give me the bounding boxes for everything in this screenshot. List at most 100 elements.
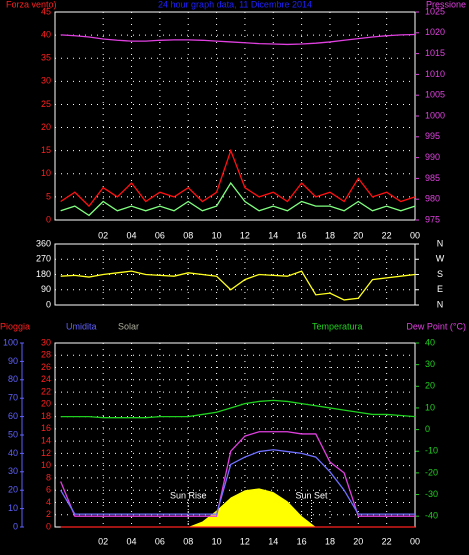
y-tick-label: 45	[41, 6, 51, 16]
y2-tick-label: 20	[425, 381, 435, 391]
y3-tick-label: 20	[8, 485, 18, 495]
y2-tick-label: -10	[425, 446, 438, 456]
y-tick-label: 22	[41, 386, 51, 396]
y2-tick-label: -20	[425, 467, 438, 477]
line	[60, 181, 416, 217]
y-tick-label: 30	[41, 76, 51, 86]
axis-label: Pioggia	[0, 321, 30, 331]
y2-tick-label: 1000	[425, 110, 445, 120]
y2-tick-label: 1005	[425, 90, 445, 100]
y-tick-label: 14	[41, 436, 51, 446]
y-tick-label: 0	[46, 521, 51, 531]
y2-tick-label: -30	[425, 489, 438, 499]
y2-tick-label: 990	[425, 152, 440, 162]
x-tick-label: 08	[183, 230, 193, 240]
y2-tick-label: 1010	[425, 69, 445, 79]
line	[60, 148, 416, 208]
y2-tick-label: N	[437, 238, 444, 248]
annotation: Sun Set	[296, 490, 329, 500]
y3-tick-label: 80	[8, 374, 18, 384]
line	[60, 399, 416, 419]
y2-tick-label: 985	[425, 173, 440, 183]
axis-label: Pressione	[426, 0, 466, 9]
y-tick-label: 28	[41, 350, 51, 360]
line	[60, 449, 415, 515]
axis-label: Temperatura	[312, 321, 363, 331]
y-tick-label: 90	[41, 284, 51, 294]
x-tick-label: 00	[410, 230, 420, 240]
line	[60, 33, 416, 46]
x-tick-label: 20	[353, 536, 363, 546]
x-tick-label: 16	[297, 536, 307, 546]
axis-label: Umidita	[66, 321, 97, 331]
y2-tick-label: 1020	[425, 27, 445, 37]
y2-tick-label: -40	[425, 511, 438, 521]
x-tick-label: 12	[240, 230, 250, 240]
y-tick-label: 24	[41, 374, 51, 384]
y3-tick-label: 30	[8, 466, 18, 476]
annotation: Sun Rise	[170, 490, 207, 500]
y2-tick-label: S	[437, 269, 443, 279]
y-tick-label: 0	[46, 299, 51, 309]
y-tick-label: 360	[36, 238, 51, 248]
y3-tick-label: 0	[13, 521, 18, 531]
y2-tick-label: 40	[425, 337, 435, 347]
y-tick-label: 30	[41, 337, 51, 347]
y3-tick-label: 50	[8, 429, 18, 439]
y-tick-label: 270	[36, 254, 51, 264]
y-tick-label: 16	[41, 423, 51, 433]
y-tick-label: 180	[36, 269, 51, 279]
y3-tick-label: 90	[8, 356, 18, 366]
x-tick-label: 18	[325, 536, 335, 546]
x-tick-label: 08	[183, 536, 193, 546]
x-tick-label: 18	[325, 230, 335, 240]
x-tick-label: 12	[240, 536, 250, 546]
x-tick-label: 10	[212, 230, 222, 240]
y-tick-label: 25	[41, 99, 51, 109]
y-tick-label: 18	[41, 411, 51, 421]
y2-tick-label: 975	[425, 214, 440, 224]
y2-tick-label: 30	[425, 359, 435, 369]
x-tick-label: 06	[155, 230, 165, 240]
y-tick-label: 12	[41, 448, 51, 458]
axis-label: Dew Point (°C)	[406, 321, 466, 331]
y-tick-label: 35	[41, 53, 51, 63]
y-tick-label: 40	[41, 29, 51, 39]
x-tick-label: 22	[382, 230, 392, 240]
y2-tick-label: W	[436, 254, 445, 264]
x-tick-label: 06	[155, 536, 165, 546]
y3-tick-label: 70	[8, 393, 18, 403]
y-tick-label: 26	[41, 362, 51, 372]
x-tick-label: 14	[268, 536, 278, 546]
y-tick-label: 8	[46, 472, 51, 482]
y-tick-label: 15	[41, 145, 51, 155]
y-tick-label: 5	[46, 191, 51, 201]
x-tick-label: 04	[127, 536, 137, 546]
x-tick-label: 00	[410, 536, 420, 546]
y2-tick-label: 995	[425, 131, 440, 141]
y-tick-label: 20	[41, 122, 51, 132]
x-tick-label: 04	[127, 230, 137, 240]
y3-tick-label: 100	[3, 337, 18, 347]
y2-tick-label: 1025	[425, 6, 445, 16]
x-tick-label: 02	[98, 536, 108, 546]
axis-label: Solar	[118, 321, 139, 331]
y-tick-label: 4	[46, 497, 51, 507]
x-tick-label: 02	[98, 230, 108, 240]
y3-tick-label: 10	[8, 503, 18, 513]
y-tick-label: 10	[41, 168, 51, 178]
x-tick-label: 10	[212, 536, 222, 546]
y-tick-label: 20	[41, 399, 51, 409]
y-tick-label: 0	[46, 214, 51, 224]
area	[60, 488, 416, 527]
x-tick-label: 14	[268, 230, 278, 240]
x-tick-label: 22	[382, 536, 392, 546]
y3-tick-label: 60	[8, 411, 18, 421]
y2-tick-label: 0	[425, 424, 430, 434]
y2-tick-label: E	[437, 284, 443, 294]
x-tick-label: 16	[297, 230, 307, 240]
line	[60, 270, 416, 301]
y-tick-label: 6	[46, 485, 51, 495]
